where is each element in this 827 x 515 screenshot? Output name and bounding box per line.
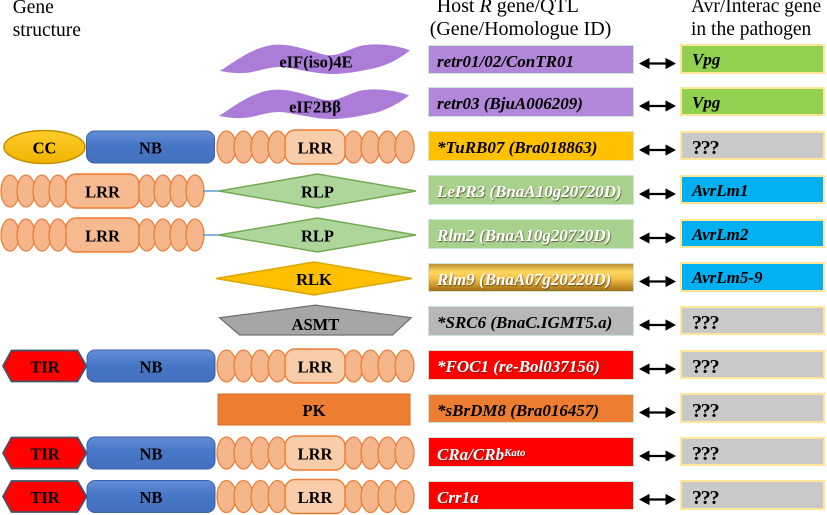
svg-text:RLK: RLK [296,270,332,289]
svg-text:NB: NB [140,444,163,463]
svg-text:LRR: LRR [85,226,121,245]
svg-text:LRR: LRR [298,357,334,376]
svg-text:LRR: LRR [298,488,334,507]
svg-text:LRR: LRR [85,182,121,201]
svg-text:LRR: LRR [298,138,334,157]
svg-text:NB: NB [140,488,163,507]
svg-text:RLP: RLP [301,226,334,245]
svg-text:ASMT: ASMT [292,315,340,334]
svg-text:RLP: RLP [301,182,334,201]
svg-text:TIR: TIR [30,488,60,507]
svg-text:TIR: TIR [30,357,60,376]
svg-text:NB: NB [140,357,163,376]
svg-text:eIF(iso)4E: eIF(iso)4E [279,53,352,72]
svg-text:PK: PK [303,401,326,420]
svg-text:NB: NB [139,138,162,157]
svg-text:TIR: TIR [30,444,60,463]
svg-text:CC: CC [33,138,57,157]
svg-text:LRR: LRR [298,444,334,463]
svg-text:eIF2Bβ: eIF2Bβ [289,98,341,117]
